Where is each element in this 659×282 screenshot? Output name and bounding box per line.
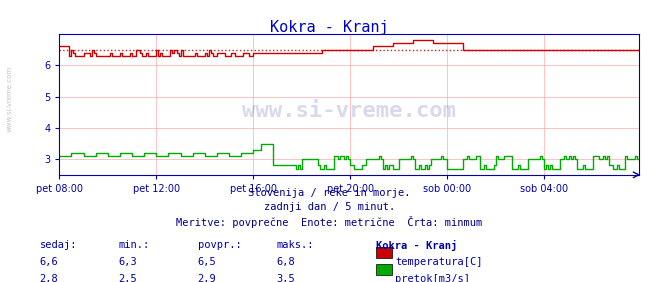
Text: 6,5: 6,5 (198, 257, 216, 266)
Text: 3,5: 3,5 (277, 274, 295, 282)
Text: sedaj:: sedaj: (40, 240, 77, 250)
Text: 2,8: 2,8 (40, 274, 58, 282)
Text: 6,8: 6,8 (277, 257, 295, 266)
Text: pretok[m3/s]: pretok[m3/s] (395, 274, 471, 282)
Text: 6,3: 6,3 (119, 257, 137, 266)
Text: 2,5: 2,5 (119, 274, 137, 282)
Text: 6,6: 6,6 (40, 257, 58, 266)
Text: Kokra - Kranj: Kokra - Kranj (376, 240, 457, 251)
Text: zadnji dan / 5 minut.: zadnji dan / 5 minut. (264, 202, 395, 212)
Text: temperatura[C]: temperatura[C] (395, 257, 483, 266)
Text: www.si-vreme.com: www.si-vreme.com (243, 102, 456, 121)
Text: min.:: min.: (119, 240, 150, 250)
Text: povpr.:: povpr.: (198, 240, 241, 250)
Text: www.si-vreme.com: www.si-vreme.com (7, 66, 13, 132)
Text: Slovenija / reke in morje.: Slovenija / reke in morje. (248, 188, 411, 197)
Text: Kokra - Kranj: Kokra - Kranj (270, 20, 389, 35)
Text: Meritve: povprečne  Enote: metrične  Črta: minmum: Meritve: povprečne Enote: metrične Črta:… (177, 216, 482, 228)
Text: 2,9: 2,9 (198, 274, 216, 282)
Text: maks.:: maks.: (277, 240, 314, 250)
